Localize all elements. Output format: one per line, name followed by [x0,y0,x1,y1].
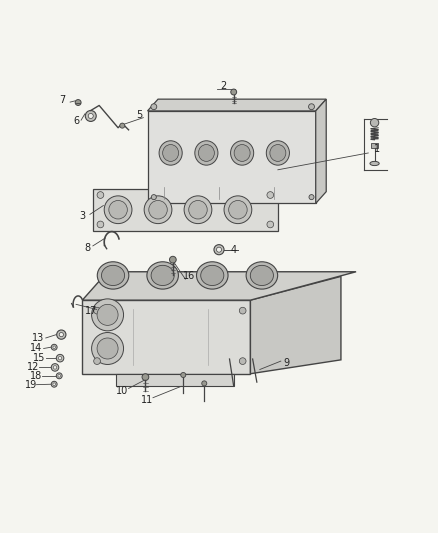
Ellipse shape [270,144,286,161]
Circle shape [58,357,62,360]
Ellipse shape [151,265,174,286]
Polygon shape [148,111,316,204]
Circle shape [109,200,127,219]
Polygon shape [116,374,233,386]
Circle shape [51,381,57,387]
Circle shape [214,245,224,255]
Ellipse shape [234,144,250,161]
Ellipse shape [159,141,182,165]
Circle shape [239,308,246,314]
Ellipse shape [370,161,379,166]
Circle shape [97,338,118,359]
Circle shape [75,100,81,106]
Circle shape [56,354,64,362]
Circle shape [231,89,237,95]
Ellipse shape [201,265,224,286]
Polygon shape [148,99,326,111]
Polygon shape [82,272,356,300]
Circle shape [97,221,104,228]
Circle shape [371,118,379,127]
Circle shape [224,196,252,224]
Text: 15: 15 [33,353,45,363]
Text: 9: 9 [283,358,290,368]
Text: 4: 4 [231,245,237,255]
Text: 8: 8 [85,243,91,253]
Text: 6: 6 [73,116,79,126]
Circle shape [58,375,60,377]
Circle shape [51,344,57,350]
Circle shape [94,308,100,314]
Ellipse shape [266,141,290,165]
Circle shape [151,104,157,110]
Circle shape [53,346,56,349]
Circle shape [57,330,66,339]
Text: 11: 11 [141,395,154,405]
Ellipse shape [246,262,278,289]
Circle shape [202,381,207,386]
Circle shape [92,333,124,365]
Circle shape [239,358,246,365]
Text: 18: 18 [30,371,42,381]
Circle shape [170,256,176,263]
Ellipse shape [230,141,254,165]
Circle shape [142,374,149,381]
Circle shape [144,196,172,224]
Circle shape [53,366,57,369]
Circle shape [309,195,314,200]
Circle shape [85,110,96,122]
Circle shape [151,195,156,200]
Text: 14: 14 [30,343,42,353]
Polygon shape [316,99,326,204]
Circle shape [267,192,274,198]
Circle shape [97,192,104,198]
Ellipse shape [102,265,124,286]
Ellipse shape [147,262,178,289]
Circle shape [216,247,222,252]
Circle shape [94,358,100,365]
Circle shape [88,114,93,118]
Circle shape [267,221,274,228]
Text: 19: 19 [25,380,37,390]
Ellipse shape [97,262,129,289]
Text: 7: 7 [60,94,66,104]
Circle shape [97,304,118,325]
Ellipse shape [251,265,273,286]
Text: 16: 16 [184,271,196,281]
Text: 5: 5 [136,110,142,120]
Circle shape [120,123,125,128]
Circle shape [149,200,167,219]
Polygon shape [82,300,251,374]
Circle shape [51,364,59,371]
Circle shape [308,104,314,110]
Circle shape [53,383,56,385]
Circle shape [92,299,124,331]
Circle shape [59,333,64,337]
Circle shape [56,373,62,379]
Text: 2: 2 [220,80,226,91]
Text: 13: 13 [32,333,44,343]
Polygon shape [251,277,341,374]
Ellipse shape [197,262,228,289]
Bar [371,143,378,148]
Ellipse shape [195,141,218,165]
Circle shape [189,200,207,219]
Ellipse shape [162,144,179,161]
Circle shape [184,196,212,224]
Text: 3: 3 [79,211,85,221]
Text: 12: 12 [27,362,39,373]
Text: 17: 17 [85,305,97,316]
Polygon shape [93,189,278,231]
Text: 1: 1 [374,144,380,154]
Circle shape [181,373,186,377]
Ellipse shape [198,144,214,161]
Circle shape [104,196,132,224]
Text: 10: 10 [116,385,128,395]
Circle shape [229,200,247,219]
